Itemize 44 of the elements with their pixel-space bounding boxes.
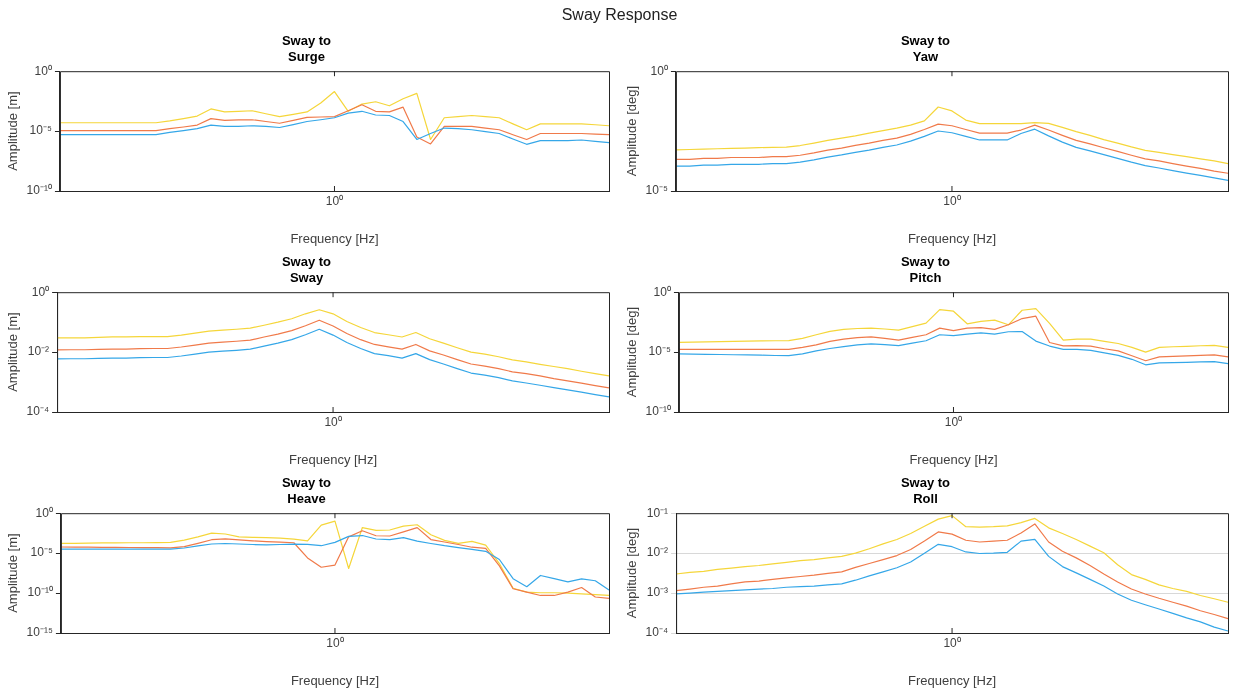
- y-tick-label: 10⁻¹: [646, 505, 669, 520]
- text: 10⁰: [326, 636, 344, 651]
- y-axis-title: Amplitude [m]: [5, 91, 21, 171]
- text: 10⁰: [325, 194, 344, 209]
- y-tick-label: 10⁻²: [27, 344, 50, 359]
- x-axis-title: Frequency [Hz]: [288, 451, 378, 467]
- text: 10⁰: [324, 415, 342, 430]
- chart-title: Sway to Pitch: [900, 254, 951, 285]
- y-tick-label: 10⁰: [34, 63, 52, 78]
- chart-title: Sway to Roll: [900, 475, 951, 506]
- chart-title: Sway to Sway: [281, 254, 332, 285]
- y-tick-label: 10⁻⁵: [648, 344, 671, 359]
- y-axis-title: Amplitude [m]: [5, 533, 21, 613]
- y-axis-title: Amplitude [m]: [5, 312, 21, 392]
- text: 10⁰: [943, 194, 961, 209]
- x-axis-title: Frequency [Hz]: [909, 451, 998, 467]
- y-tick-label: 10⁻³: [646, 585, 669, 600]
- y-tick-label: 10⁰: [35, 505, 53, 520]
- x-axis-title: Frequency [Hz]: [290, 672, 380, 688]
- x-axis-title: Frequency [Hz]: [907, 230, 997, 246]
- y-tick-label: 10⁻⁴: [645, 625, 669, 640]
- chart-title: Sway to Heave: [281, 475, 332, 506]
- y-tick-label: 10⁻⁴: [26, 404, 50, 419]
- y-axis-title: Amplitude [deg]: [624, 306, 640, 398]
- y-axis-title: Amplitude [deg]: [624, 527, 640, 619]
- y-tick-label: 10⁻¹⁵: [26, 625, 53, 640]
- chart-title: Sway to Surge: [281, 33, 332, 64]
- y-tick-label: 10⁻¹⁰: [27, 585, 53, 600]
- x-axis-title: Frequency [Hz]: [290, 230, 379, 246]
- x-axis-title: Frequency [Hz]: [907, 672, 997, 688]
- y-tick-label: 10⁰: [653, 284, 671, 299]
- text: 10⁰: [944, 415, 963, 430]
- y-tick-label: 10⁰: [650, 63, 668, 78]
- y-axis-title: Amplitude [deg]: [624, 85, 640, 177]
- y-tick-label: 10⁻¹⁰: [26, 183, 52, 198]
- chart-title: Sway to Yaw: [900, 33, 951, 64]
- y-tick-label: 10⁻⁵: [645, 183, 668, 198]
- y-tick-label: 10⁻⁵: [30, 545, 53, 560]
- y-tick-label: 10⁻²: [646, 545, 669, 560]
- text: 10⁰: [943, 636, 961, 651]
- y-tick-label: 10⁻⁵: [29, 123, 52, 138]
- text: Sway Response: [560, 5, 679, 25]
- y-tick-label: 10⁰: [31, 284, 50, 299]
- y-tick-label: 10⁻¹⁰: [645, 404, 671, 419]
